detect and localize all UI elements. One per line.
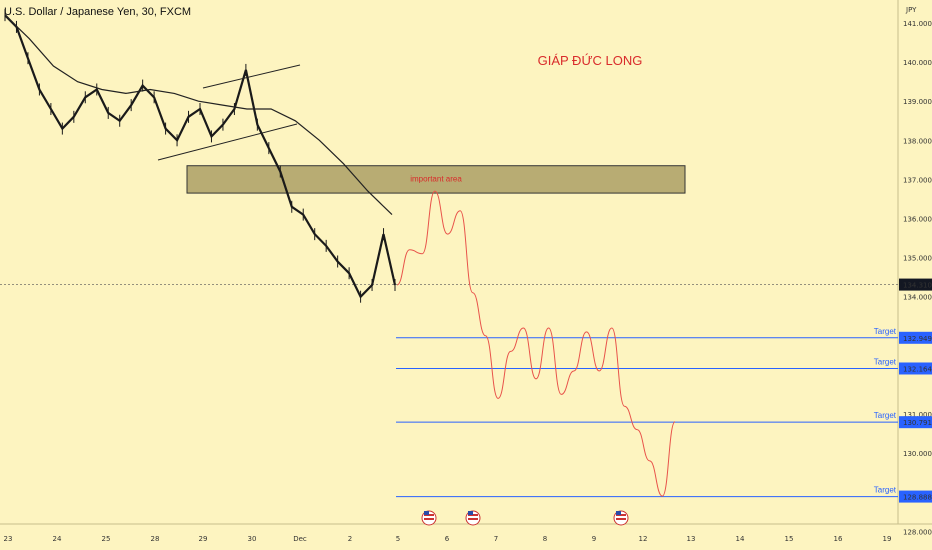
current-price-tag bbox=[899, 278, 932, 291]
target-label-2: Target bbox=[874, 411, 897, 420]
x-tick-6: Dec bbox=[293, 535, 307, 543]
us-flag-canton bbox=[424, 511, 429, 515]
x-tick-2: 25 bbox=[102, 535, 111, 543]
target-tag-1 bbox=[899, 362, 932, 375]
target-label-1: Target bbox=[874, 357, 897, 366]
current-price-value: 134.310 bbox=[903, 282, 932, 290]
y-tick-4: 137.000 bbox=[903, 176, 932, 184]
y-tick-3: 138.000 bbox=[903, 137, 932, 145]
x-tick-0: 23 bbox=[4, 535, 13, 543]
x-tick-5: 30 bbox=[248, 535, 257, 543]
target-label-0: Target bbox=[874, 327, 897, 336]
important-area-label: important area bbox=[410, 175, 462, 184]
y-tick-0: 141.000 bbox=[903, 20, 932, 28]
x-tick-15: 14 bbox=[736, 535, 745, 543]
x-tick-13: 12 bbox=[639, 535, 648, 543]
x-tick-1: 24 bbox=[53, 535, 62, 543]
x-tick-9: 6 bbox=[445, 535, 450, 543]
y-tick-6: 135.000 bbox=[903, 255, 932, 263]
us-flag-stripe bbox=[424, 518, 434, 520]
x-tick-10: 7 bbox=[494, 535, 498, 543]
target-tag-0 bbox=[899, 331, 932, 344]
us-flag-event-icon bbox=[613, 510, 629, 526]
y-tick-8: 131.000 bbox=[903, 411, 932, 419]
target-value-1: 132.164 bbox=[903, 365, 932, 373]
moving-average-line bbox=[4, 14, 393, 216]
watermark-text: GIÁP ĐỨC LONG bbox=[538, 53, 643, 68]
channel-upper-line bbox=[202, 64, 301, 89]
us-flag-canton bbox=[616, 511, 621, 515]
x-tick-12: 9 bbox=[592, 535, 596, 543]
y-unit-label: JPY bbox=[905, 6, 917, 14]
y-tick-2: 139.000 bbox=[903, 98, 932, 106]
y-tick-5: 136.000 bbox=[903, 216, 932, 224]
x-tick-4: 29 bbox=[199, 535, 208, 543]
x-tick-18: 19 bbox=[883, 535, 892, 543]
y-tick-1: 140.000 bbox=[903, 59, 932, 67]
chart-title: U.S. Dollar / Japanese Yen, 30, FXCM bbox=[4, 6, 192, 18]
x-tick-16: 15 bbox=[785, 535, 794, 543]
important-area-zone bbox=[186, 165, 686, 194]
x-tick-7: 2 bbox=[348, 535, 352, 543]
us-flag-canton bbox=[468, 511, 473, 515]
us-flag-stripe bbox=[616, 518, 626, 520]
y-tick-7: 134.000 bbox=[903, 294, 932, 302]
x-tick-17: 16 bbox=[834, 535, 843, 543]
target-tag-3 bbox=[899, 490, 932, 503]
target-value-0: 132.949 bbox=[903, 335, 932, 343]
y-tick-9: 130.000 bbox=[903, 450, 932, 458]
target-label-3: Target bbox=[874, 486, 897, 495]
projection-path bbox=[396, 190, 676, 497]
target-value-2: 130.791 bbox=[903, 419, 932, 427]
x-tick-11: 8 bbox=[543, 535, 547, 543]
y-tick-10: 128.000 bbox=[903, 528, 932, 536]
channel-lower-line bbox=[157, 123, 298, 161]
us-flag-event-icon bbox=[421, 510, 437, 526]
x-tick-3: 28 bbox=[151, 535, 160, 543]
target-tag-2 bbox=[899, 416, 932, 429]
us-flag-event-icon bbox=[465, 510, 481, 526]
price-series bbox=[4, 14, 397, 299]
us-flag-stripe bbox=[468, 518, 478, 520]
x-tick-8: 5 bbox=[396, 535, 400, 543]
target-value-3: 128.888 bbox=[903, 494, 932, 502]
x-tick-14: 13 bbox=[687, 535, 696, 543]
